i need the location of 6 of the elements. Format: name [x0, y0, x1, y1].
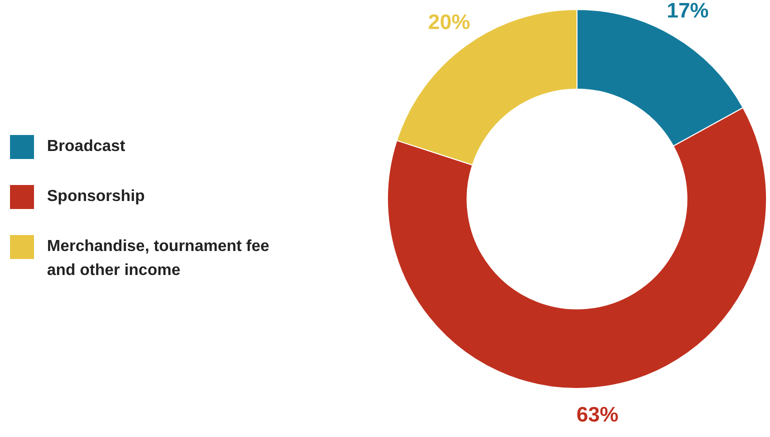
data-label: 17%: [666, 0, 710, 23]
data-label: 63%: [576, 403, 619, 426]
legend-label: Sponsorship: [47, 187, 145, 207]
legend-label: Broadcast: [47, 137, 126, 157]
data-label: 20%: [428, 10, 470, 34]
legend-label: Merchandise, tournament fee and other income: [47, 237, 270, 281]
